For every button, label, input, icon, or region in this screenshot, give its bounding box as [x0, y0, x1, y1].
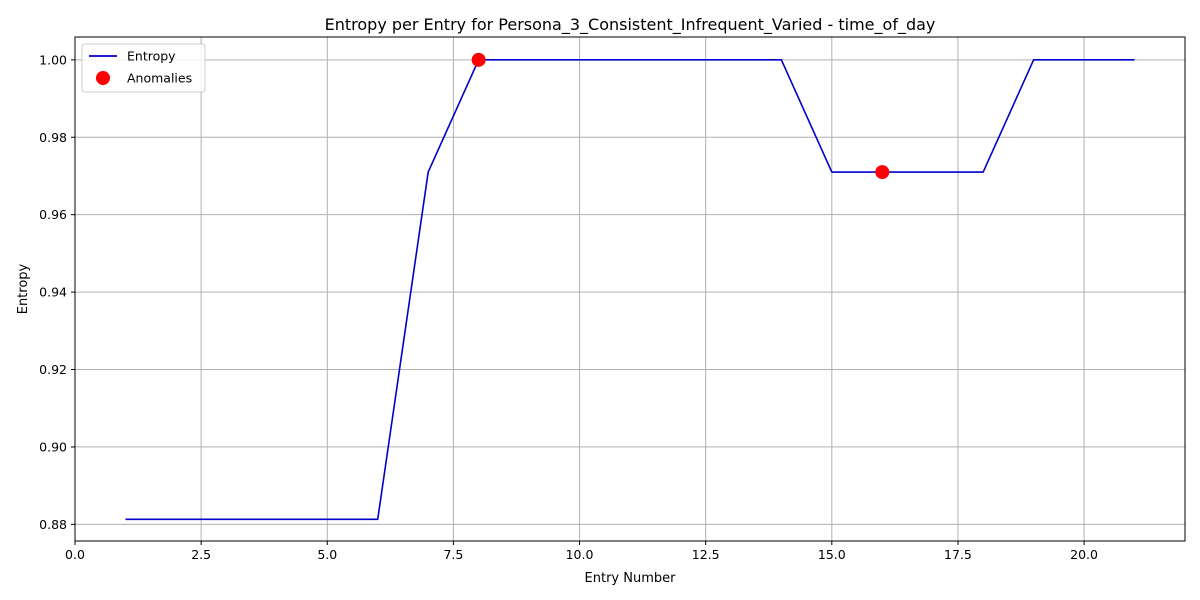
anomaly-point [471, 52, 486, 67]
y-tick-label: 0.92 [39, 362, 67, 377]
y-tick-label: 0.98 [39, 130, 67, 145]
x-tick-label: 7.5 [443, 547, 463, 562]
x-axis-label: Entry Number [585, 571, 677, 586]
y-axis-label: Entropy [16, 263, 31, 314]
y-tick-label: 0.96 [39, 207, 67, 222]
grid [74, 37, 1185, 541]
y-tick-label: 0.90 [39, 439, 67, 454]
plot-frame [74, 36, 1186, 542]
legend-label-anomalies: Anomalies [127, 71, 192, 86]
x-tick-label: 2.5 [191, 547, 211, 562]
chart-title: Entropy per Entry for Persona_3_Consiste… [325, 15, 936, 35]
x-tick-label: 0.0 [65, 547, 85, 562]
x-tick-label: 15.0 [818, 547, 846, 562]
legend: Entropy Anomalies [81, 43, 206, 93]
x-tick-label: 12.5 [692, 547, 720, 562]
series-layer [125, 52, 1135, 521]
y-tick-label: 1.00 [39, 52, 67, 67]
y-tick-label: 0.88 [39, 517, 67, 532]
x-tick-label: 10.0 [566, 547, 594, 562]
series-line-entropy [125, 59, 1135, 521]
x-tick-label: 20.0 [1070, 547, 1098, 562]
anomaly-point [875, 165, 890, 180]
y-tick-label: 0.94 [39, 285, 67, 300]
x-tick-label: 5.0 [317, 547, 337, 562]
legend-label-entropy: Entropy [127, 49, 176, 64]
ticks: 0.0 2.5 5.0 7.5 10.0 12.5 15.0 17.5 20.0 0.88 0.90… [39, 52, 1098, 562]
x-tick-label: 17.5 [944, 547, 972, 562]
legend-dot-swatch [96, 71, 110, 85]
